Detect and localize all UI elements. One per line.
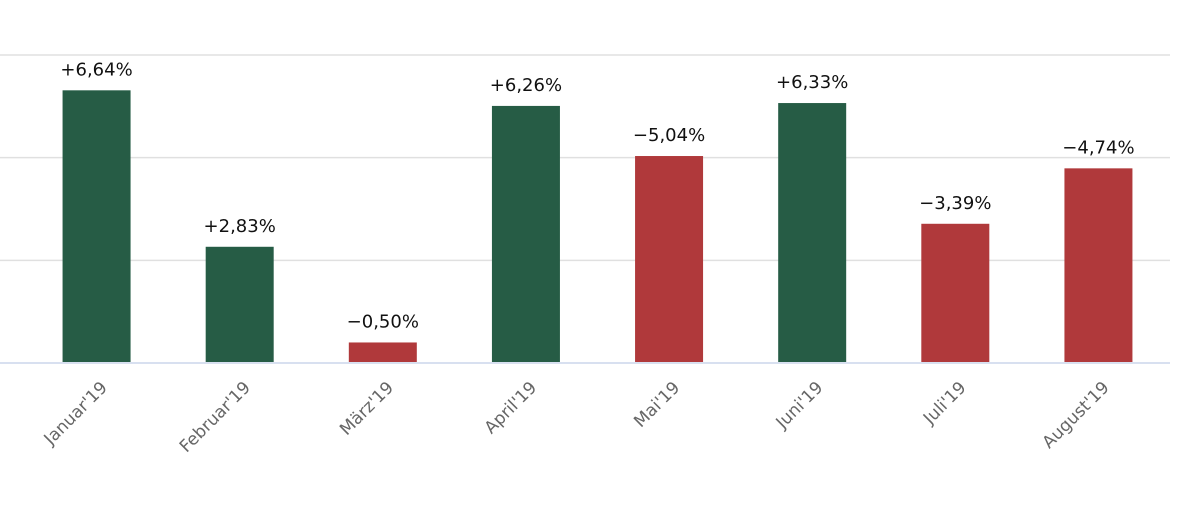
- x-tick-label: April'19: [481, 378, 541, 438]
- bar: [491, 105, 560, 362]
- bar: [635, 156, 704, 362]
- value-label: −5,04%: [633, 125, 705, 146]
- x-tick-label: August'19: [1039, 378, 1114, 453]
- bar: [348, 342, 417, 362]
- x-tick-label: Juli'19: [919, 378, 970, 429]
- value-label: +6,64%: [60, 59, 132, 80]
- x-tick-label: Februar'19: [176, 378, 255, 457]
- value-label: +6,26%: [490, 75, 562, 96]
- x-tick-label: Juni'19: [772, 378, 828, 434]
- value-label: −4,74%: [1062, 137, 1134, 158]
- value-label: +6,33%: [776, 72, 848, 93]
- value-label: −0,50%: [347, 311, 419, 332]
- bar: [1064, 168, 1133, 362]
- x-tick-label: Januar'19: [40, 378, 112, 450]
- x-tick-label: Mai'19: [630, 378, 684, 432]
- bar: [921, 223, 990, 362]
- bar: [62, 90, 131, 363]
- bar: [205, 246, 274, 362]
- x-tick-label: März'19: [336, 378, 398, 440]
- value-label: −3,39%: [919, 193, 991, 214]
- bar: [778, 103, 847, 362]
- value-label: +2,83%: [204, 216, 276, 237]
